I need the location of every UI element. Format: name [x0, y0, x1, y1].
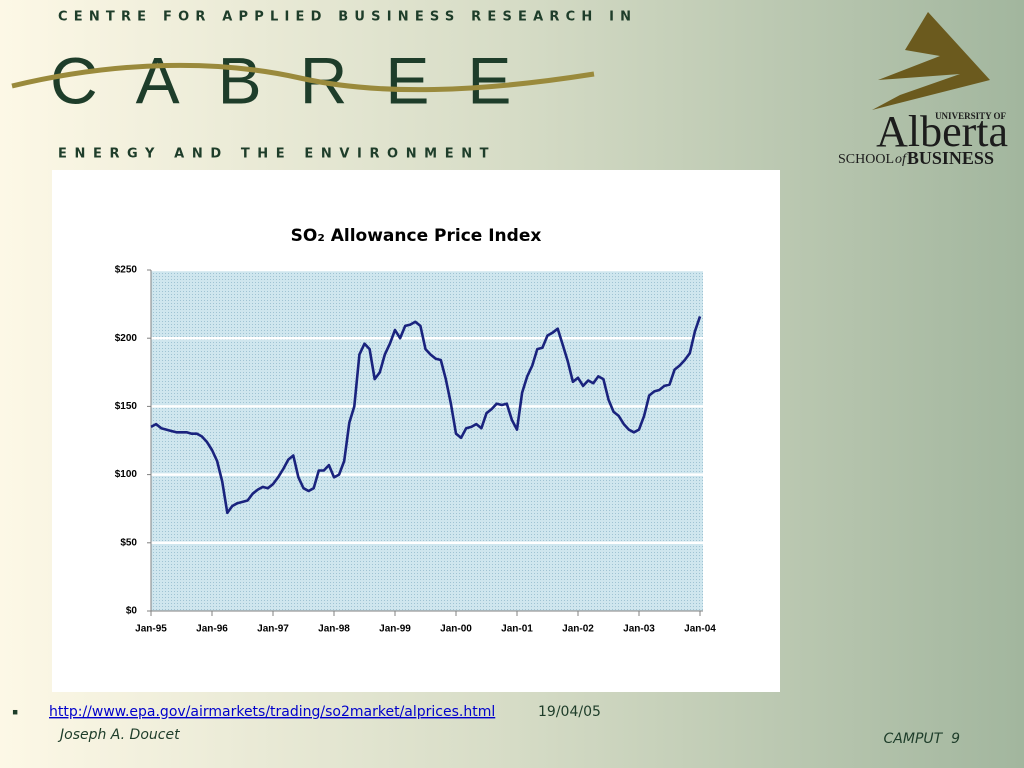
- slide-label: CAMPUT 9: [884, 731, 961, 747]
- x-tick-label: Jan-97: [257, 624, 289, 635]
- y-tick-label: $50: [120, 537, 137, 548]
- y-tick-label: $250: [115, 265, 138, 276]
- x-tick-label: Jan-95: [135, 624, 167, 635]
- x-tick-label: Jan-02: [562, 624, 594, 635]
- logo-mark: [872, 12, 990, 110]
- logo-text: Alberta: [876, 107, 1008, 156]
- chart: $0 $50 $100 $150 $200 $250 Jan-95 Jan-96 Jan-97 J…: [115, 265, 717, 635]
- logo: CABREE: [50, 43, 549, 117]
- source-date: 19/04/05: [538, 704, 601, 720]
- x-tick-label: Jan-98: [318, 624, 350, 635]
- x-tick-label: Jan-01: [501, 624, 533, 635]
- alberta-logo: UNIVERSITY OF Alberta SCHOOLofBUSINESS: [838, 12, 1008, 168]
- data-line: [150, 315, 702, 515]
- logo-wave: [11, 62, 595, 93]
- x-tick-label: Jan-00: [440, 624, 472, 635]
- logo-text: SCHOOLofBUSINESS: [838, 148, 994, 168]
- logo-text: UNIVERSITY OF: [935, 111, 1006, 121]
- y-tick-label: $150: [115, 401, 138, 412]
- x-tick-label: Jan-03: [623, 624, 655, 635]
- x-tick-label: Jan-99: [379, 624, 411, 635]
- x-tick-label: Jan-04: [684, 624, 716, 635]
- chart-title: SO₂ Allowance Price Index: [291, 226, 542, 246]
- y-tick-label: $0: [126, 606, 138, 617]
- header-top: CENTRE FOR APPLIED BUSINESS RESEARCH IN: [58, 10, 637, 25]
- header-bottom: ENERGY AND THE ENVIRONMENT: [58, 147, 496, 162]
- y-tick-label: $100: [115, 469, 138, 480]
- plot-area: [151, 270, 703, 611]
- x-tick-label: Jan-96: [196, 624, 228, 635]
- bullet: ▪: [12, 708, 18, 718]
- source-link[interactable]: http://www.epa.gov/airmarkets/trading/so…: [49, 704, 495, 720]
- y-tick-label: $200: [115, 333, 138, 344]
- author: Joseph A. Doucet: [57, 727, 180, 743]
